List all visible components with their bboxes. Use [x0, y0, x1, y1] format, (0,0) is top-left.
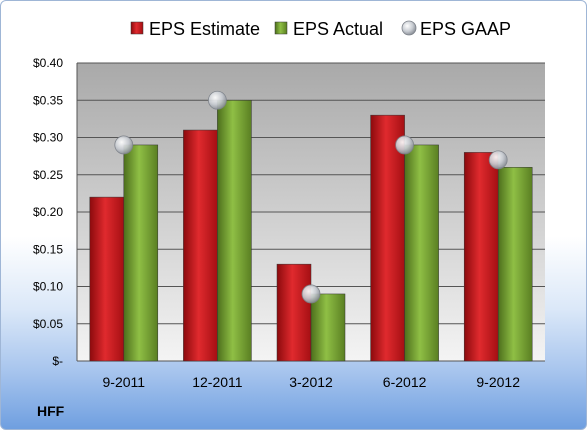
marker-eps-gaap: [395, 135, 415, 155]
y-tick-label: $0.30: [33, 131, 63, 145]
bar-eps-actual: [217, 100, 252, 362]
y-tick-label: $0.25: [33, 168, 63, 182]
bar-eps-estimate: [463, 152, 499, 362]
bar-eps-estimate: [276, 263, 312, 362]
x-tick-label: 12-2011: [192, 374, 243, 390]
y-tick-label: $0.40: [33, 56, 63, 70]
x-tick-label: 6-2012: [383, 374, 427, 390]
bar-eps-estimate: [89, 196, 125, 362]
marker-eps-gaap: [301, 284, 321, 304]
y-tick-label: $0.10: [33, 280, 63, 294]
x-tick-label: 9-2012: [476, 374, 520, 390]
legend-eps-estimate-swatch: [130, 21, 144, 35]
legend-eps-estimate-label: EPS Estimate: [149, 19, 260, 39]
bar-eps-actual: [123, 144, 159, 362]
y-tick-label: $0.05: [33, 317, 63, 331]
y-tick-label: $0.20: [33, 205, 63, 219]
legend-eps-gaap-label: EPS GAAP: [420, 19, 511, 39]
bar-eps-actual: [497, 167, 533, 362]
y-tick-label: $0.35: [33, 93, 63, 107]
x-tick-label: 3-2012: [289, 374, 333, 390]
bar-eps-estimate: [370, 114, 405, 362]
bar-eps-actual: [310, 293, 346, 362]
y-tick-label: $0.15: [33, 242, 63, 256]
legend: EPS Estimate EPS Actual EPS GAAP: [130, 19, 511, 39]
legend-eps-gaap-swatch: [401, 20, 417, 36]
bar-eps-actual: [404, 144, 439, 362]
x-tick-label: 9-2011: [103, 374, 146, 390]
marker-eps-gaap: [488, 150, 508, 170]
plot-area: $- $0.05 $0.10 $0.15 $0.20 $0.25 $0.30 $0.35 $0.…: [33, 56, 545, 390]
ticker-label: HFF: [37, 403, 65, 419]
y-tick-label: $-: [52, 354, 63, 368]
bar-eps-estimate: [183, 129, 218, 362]
legend-eps-actual-swatch: [274, 21, 288, 35]
marker-eps-gaap: [207, 90, 227, 110]
legend-eps-actual-label: EPS Actual: [293, 19, 383, 39]
marker-eps-gaap: [114, 135, 134, 155]
